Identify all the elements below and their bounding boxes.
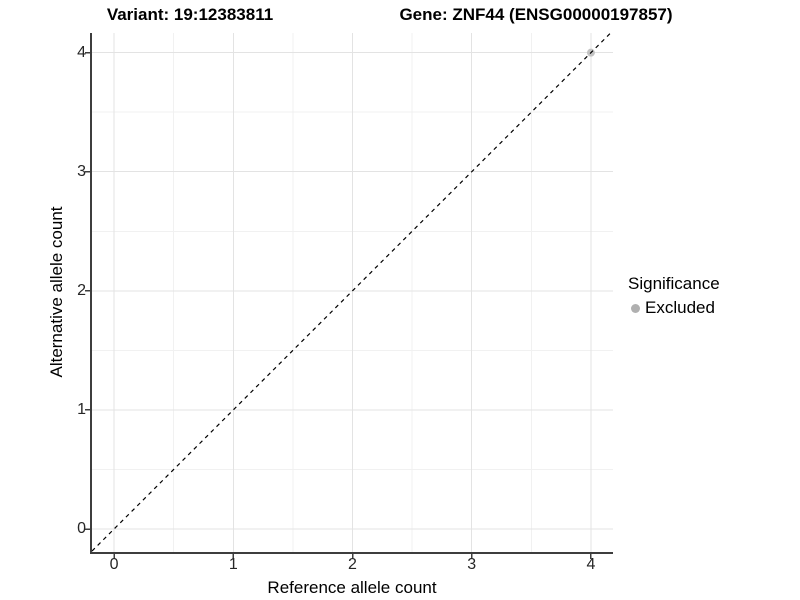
x-tick-label: 3: [467, 556, 477, 573]
legend-title: Significance: [628, 274, 720, 293]
x-tick-label: 2: [348, 556, 357, 573]
legend-item-excluded: Excluded: [628, 298, 720, 318]
y-tick-label: 3: [77, 162, 86, 180]
y-tick-label: 4: [77, 43, 86, 61]
legend-point-icon: [631, 303, 640, 313]
legend-item-label: Excluded: [645, 298, 715, 317]
y-tick-label: 0: [77, 520, 86, 537]
x-tick-label: 4: [586, 556, 596, 573]
y-axis-title: Alternative allele count: [47, 206, 66, 378]
variant-title: Variant: 19:12383811: [106, 5, 274, 24]
x-axis-title: Reference allele count: [267, 578, 437, 597]
x-tick-label: 1: [228, 556, 238, 573]
legend: Significance Excluded: [628, 274, 720, 318]
y-tick-label: 1: [77, 400, 86, 418]
x-tick-label: 0: [109, 556, 119, 573]
y-tick-label: 2: [77, 281, 86, 299]
gene-title: Gene: ZNF44 (ENSG00000197857): [399, 5, 673, 24]
